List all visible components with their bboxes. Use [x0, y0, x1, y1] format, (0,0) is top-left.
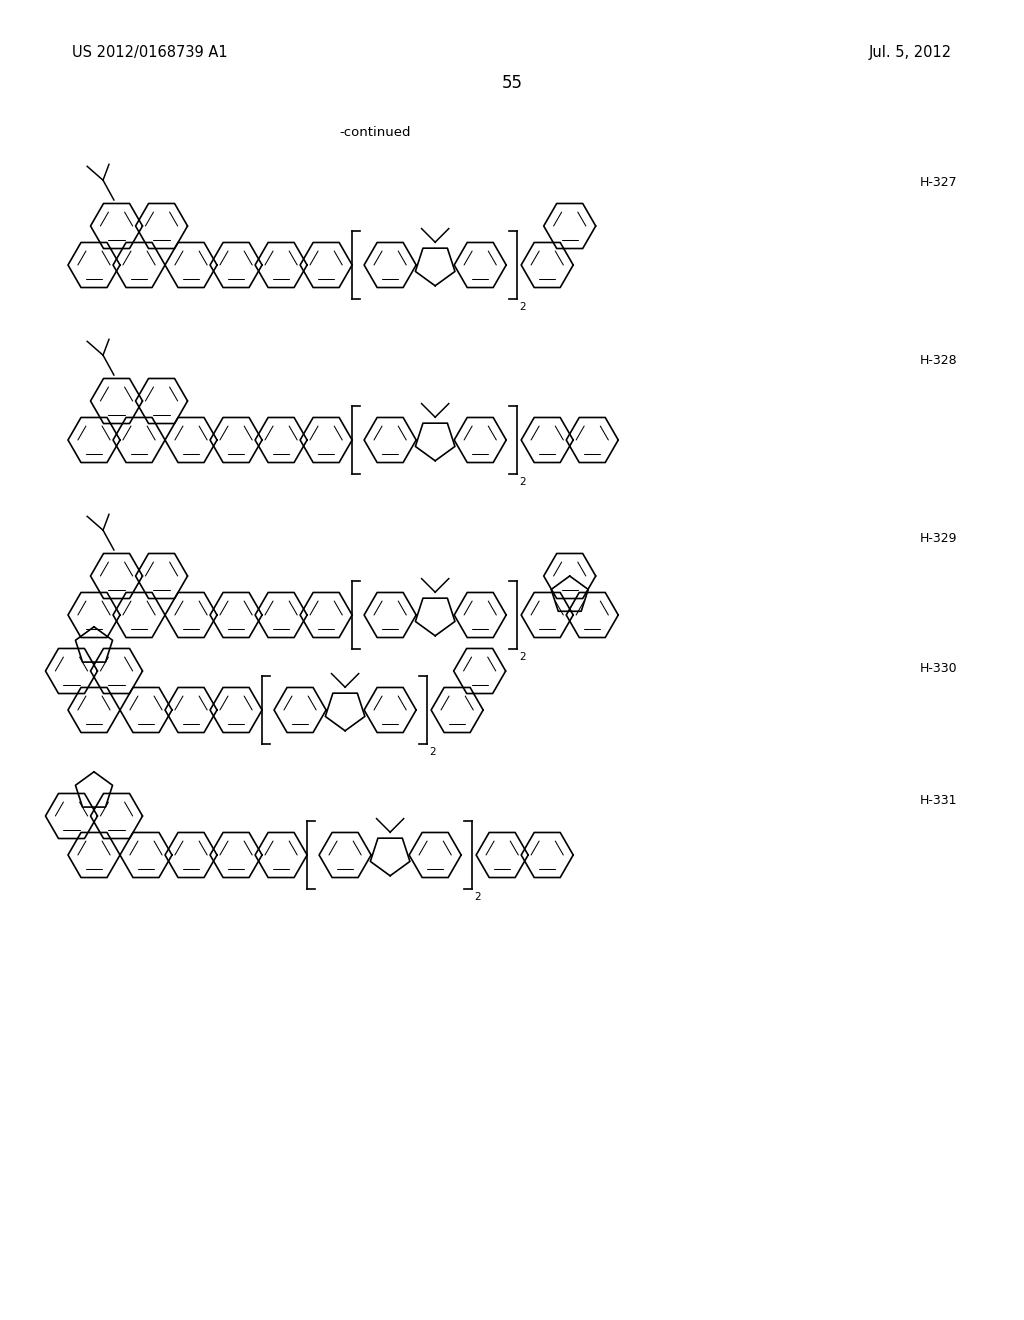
Text: Jul. 5, 2012: Jul. 5, 2012	[869, 45, 952, 59]
Text: H-329: H-329	[920, 532, 957, 544]
Text: 2: 2	[519, 302, 526, 312]
Text: US 2012/0168739 A1: US 2012/0168739 A1	[72, 45, 227, 59]
Text: -continued: -continued	[339, 127, 411, 140]
Text: 2: 2	[474, 892, 481, 902]
Text: H-330: H-330	[920, 661, 957, 675]
Text: H-331: H-331	[920, 793, 957, 807]
Text: 55: 55	[502, 74, 522, 92]
Text: H-327: H-327	[920, 176, 957, 189]
Text: 2: 2	[519, 652, 526, 661]
Text: 2: 2	[429, 747, 436, 756]
Text: H-328: H-328	[920, 354, 957, 367]
Text: 2: 2	[519, 477, 526, 487]
